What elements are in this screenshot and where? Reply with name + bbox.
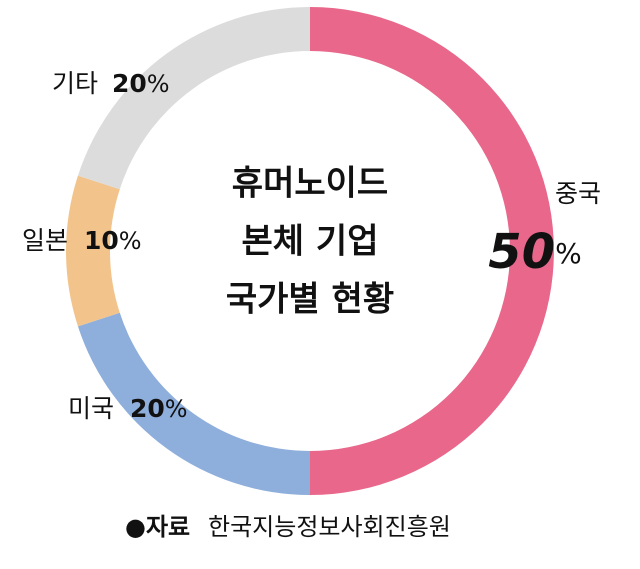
- category-label: 일본: [22, 226, 68, 255]
- donut-slice: [77, 312, 311, 495]
- chart-title: 국가별 현황: [226, 280, 394, 320]
- value-label: 20%: [130, 394, 188, 423]
- category-label: 중국: [555, 179, 601, 208]
- donut-slice: [77, 7, 311, 190]
- category-label: 미국: [68, 394, 114, 423]
- chart-title: 휴머노이드: [232, 164, 388, 204]
- source: 한국지능정보사회진흥원: [208, 513, 451, 541]
- donut-slice: [310, 7, 554, 495]
- value-label: 50%: [488, 224, 581, 280]
- value-label: 20%: [112, 69, 170, 98]
- ring: [66, 7, 554, 495]
- donut-slice: [66, 175, 120, 327]
- value-label: 10%: [84, 226, 142, 255]
- chart-title: 본체 기업: [242, 222, 379, 262]
- source-label: ●자료: [125, 513, 190, 541]
- category-label: 기타: [52, 69, 98, 98]
